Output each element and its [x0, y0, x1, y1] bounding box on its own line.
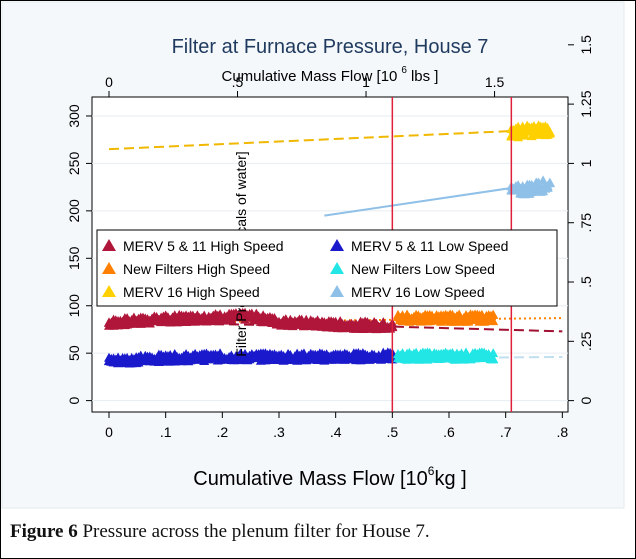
legend-label: MERV 5 & 11 High Speed: [123, 238, 284, 254]
data-point: [544, 126, 555, 136]
y-right-tick-label: 1.25: [578, 90, 594, 117]
legend-box: [96, 229, 558, 307]
caption-label: Figure 6: [10, 521, 78, 542]
series-group: [506, 120, 555, 142]
legend-marker: [102, 285, 116, 297]
fit-line: [108, 128, 552, 151]
legend-marker: [102, 239, 116, 251]
legend-label: New Filters High Speed: [123, 261, 270, 277]
data-point: [488, 316, 499, 326]
y-right-tick-label: 1.5: [578, 35, 594, 55]
series-group: [393, 309, 499, 326]
legend-label: New Filters Low Speed: [351, 261, 495, 277]
series-group: [393, 347, 499, 364]
top-tick-label: .5: [232, 74, 244, 90]
y-right-tick-label: .75: [578, 213, 594, 233]
y-left-tick-label: 200: [66, 199, 82, 223]
series-group: [506, 175, 555, 199]
y-right-tick-label: .5: [578, 276, 594, 288]
y-left-tick-label: 100: [66, 294, 82, 318]
legend-label: MERV 16 High Speed: [123, 284, 260, 300]
series-group: [104, 347, 398, 368]
y-left-tick-label: 150: [66, 246, 82, 270]
x-axis-label: Cumulative Mass Flow [106kg ]: [193, 464, 466, 490]
y-right-tick-label: 0: [578, 397, 594, 405]
top-tick-label: 1: [362, 74, 370, 90]
legend: MERV 5 & 11 High Speed MERV 5 & 11 Low Sp…: [96, 229, 558, 307]
data-point: [488, 309, 499, 319]
x-tick-label: .1: [160, 424, 172, 440]
figure-caption: Figure 6 Pressure across the plenum filt…: [10, 521, 630, 543]
legend-marker: [330, 239, 344, 251]
chart-title: Filter at Furnace Pressure, House 7: [172, 36, 489, 58]
legend-marker: [330, 262, 344, 274]
data-point: [544, 177, 555, 187]
legend-label: MERV 16 Low Speed: [351, 284, 485, 300]
legend-marker: [102, 262, 116, 274]
top-axis-label: Cumulative Mass Flow [10 6 lbs ]: [222, 65, 439, 85]
x-tick-label: .8: [556, 424, 568, 440]
series-points: [104, 120, 555, 368]
axes: 0501001502002503000.25.5.7511.251.51.750…: [66, 35, 594, 440]
chart: 0501001502002503000.25.5.7511.251.51.750…: [1, 1, 625, 509]
top-tick-label: 1.5: [485, 74, 505, 90]
x-tick-label: .7: [500, 424, 512, 440]
y-right-tick-label: 1: [578, 159, 594, 167]
data-point: [488, 348, 499, 358]
top-tick-label: 0: [105, 74, 113, 90]
x-tick-label: 0: [105, 424, 113, 440]
x-tick-label: .4: [330, 424, 342, 440]
x-tick-label: .5: [386, 424, 398, 440]
caption-text: Pressure across the plenum filter for Ho…: [77, 521, 430, 542]
x-tick-label: .3: [273, 424, 285, 440]
series-group: [104, 307, 398, 334]
y-left-tick-label: 300: [66, 104, 82, 128]
y-right-tick-label: .25: [578, 331, 594, 351]
legend-marker: [330, 285, 344, 297]
y-left-tick-label: 250: [66, 152, 82, 176]
data-point: [488, 353, 499, 363]
x-tick-label: .6: [443, 424, 455, 440]
x-tick-label: .2: [216, 424, 228, 440]
y-left-tick-label: 0: [66, 397, 82, 405]
legend-label: MERV 5 & 11 Low Speed: [351, 238, 508, 254]
fit-line: [324, 186, 518, 217]
y-left-tick-label: 50: [66, 345, 82, 361]
